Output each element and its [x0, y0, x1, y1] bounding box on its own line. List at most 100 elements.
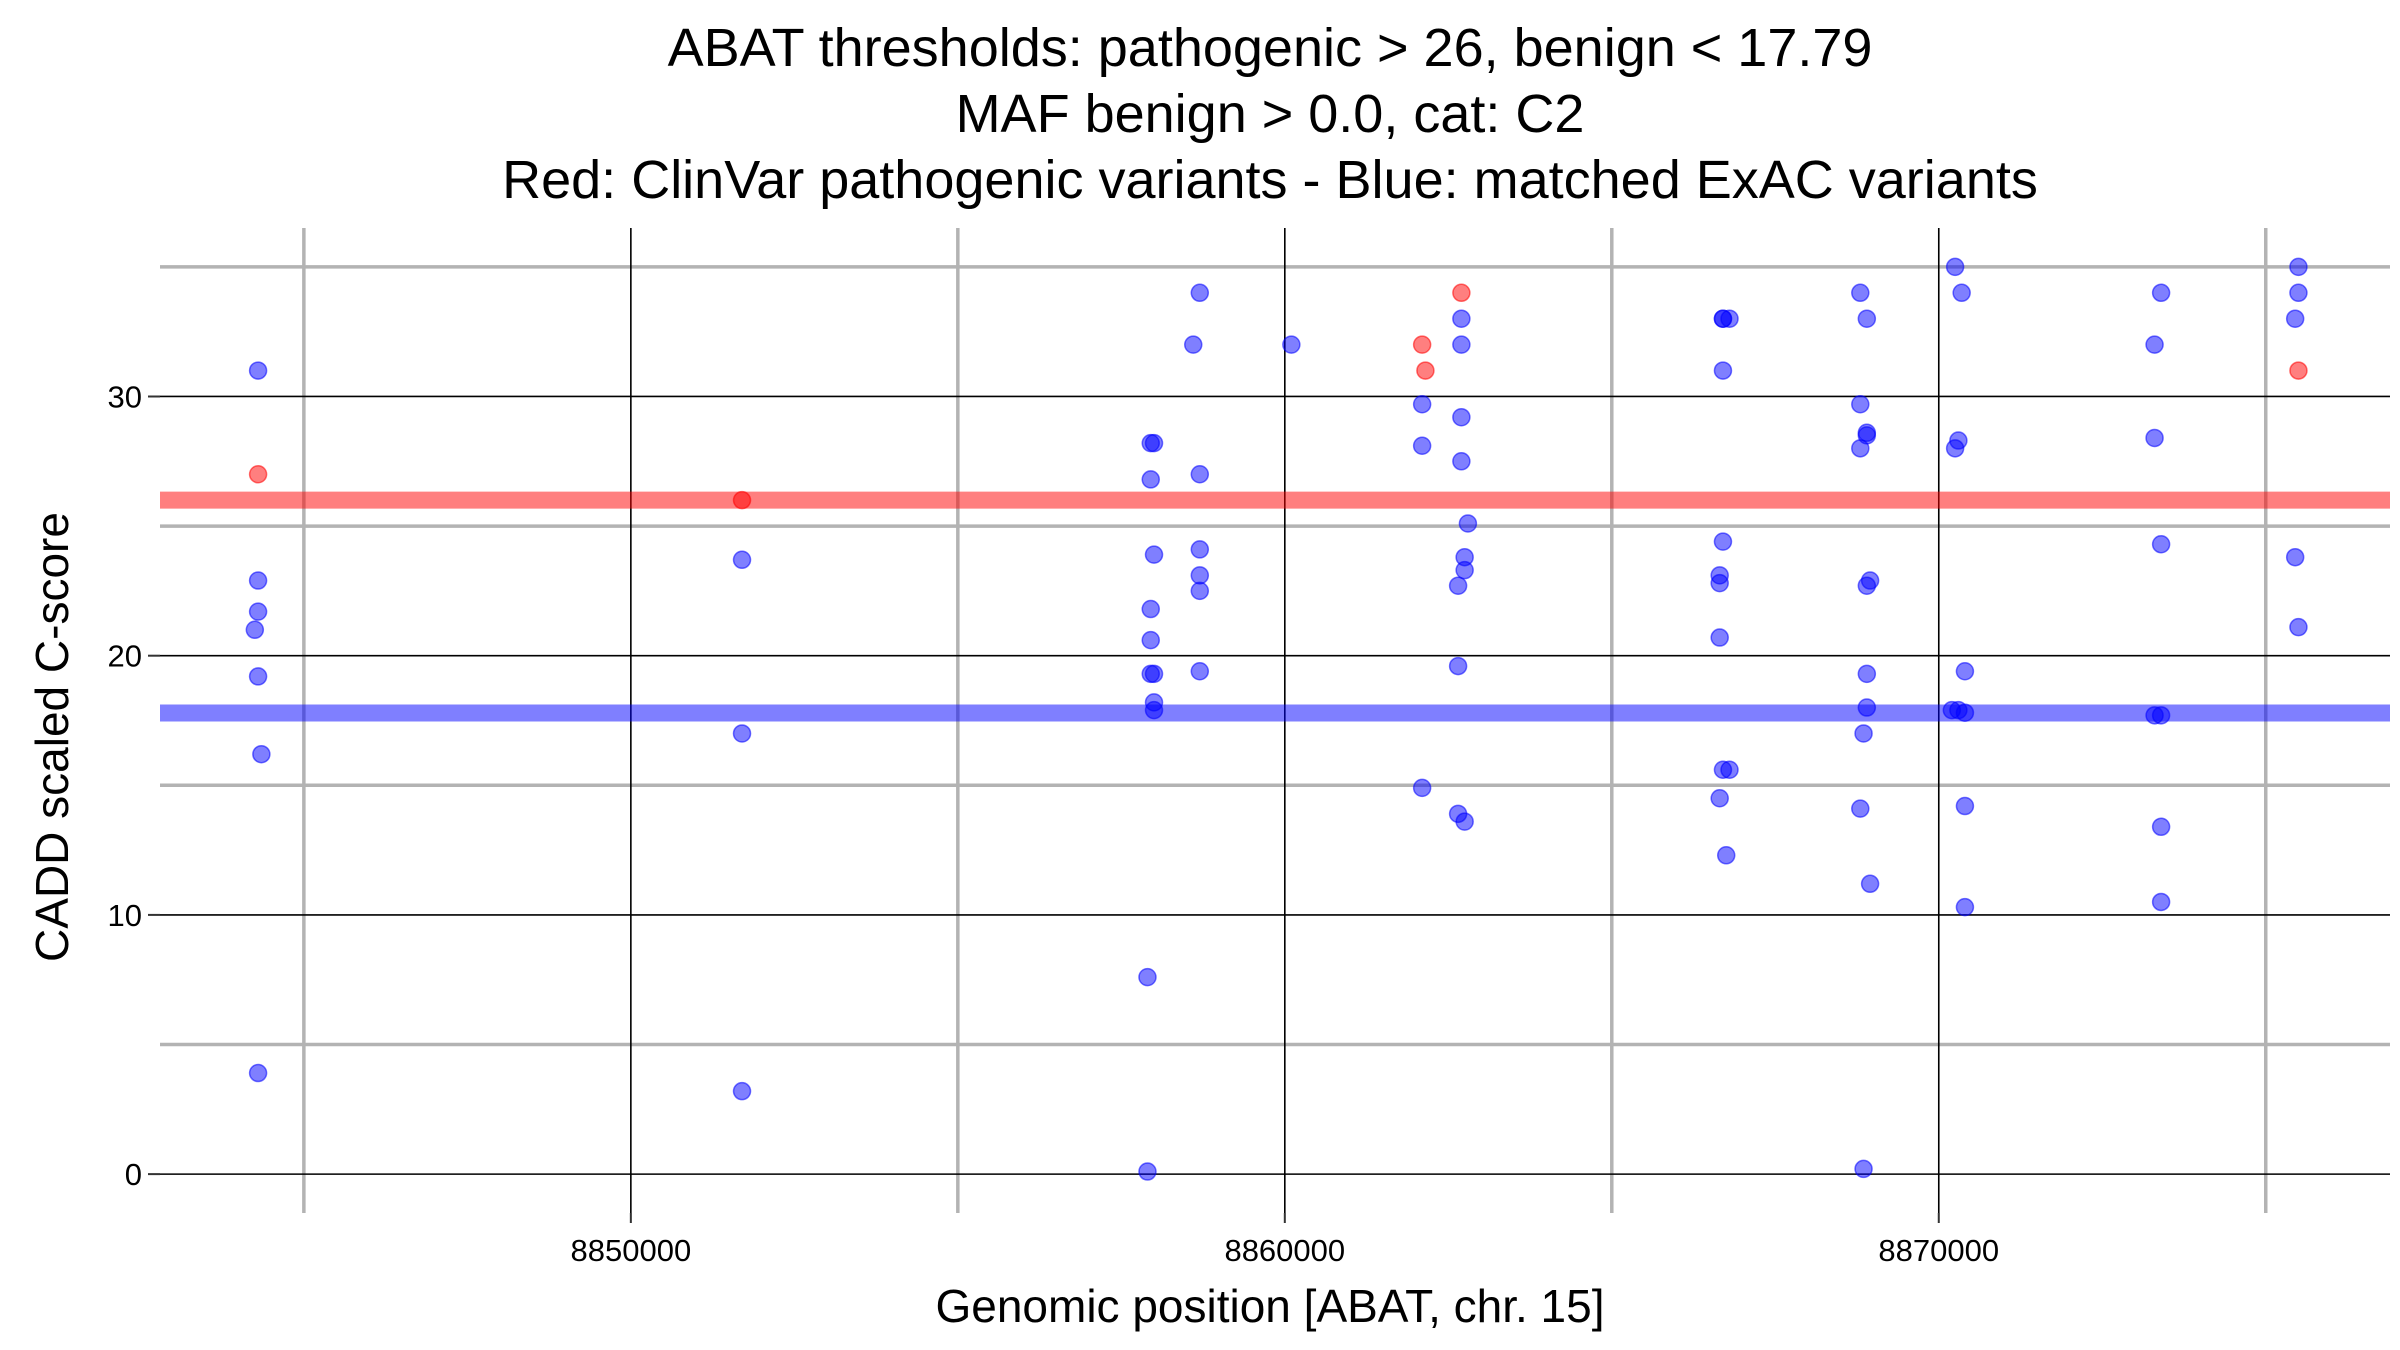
y-axis-ticks: 0 10 20 30: [108, 379, 160, 1192]
chart-title-line-3: Red: ClinVar pathogenic variants - Blue:…: [502, 150, 2038, 210]
benign-point: [732, 1081, 752, 1101]
benign-point: [1412, 778, 1432, 798]
benign-point: [2289, 257, 2308, 277]
benign-point: [1190, 540, 1210, 559]
x-tick-label: 8870000: [1878, 1233, 1999, 1268]
benign-point: [252, 744, 271, 764]
benign-point: [1857, 698, 1877, 717]
benign-point: [1854, 724, 1873, 743]
benign-point: [1190, 465, 1210, 484]
benign-point: [1452, 335, 1471, 354]
pathogenic-point: [248, 465, 268, 484]
y-tick-label: 0: [125, 1157, 142, 1192]
benign-point: [248, 667, 268, 686]
benign-point: [1851, 283, 1870, 303]
y-tick-label: 10: [108, 898, 142, 933]
benign-point: [1452, 407, 1471, 427]
threshold-lines: [160, 491, 2390, 722]
benign-point: [1952, 283, 1971, 303]
benign-point: [732, 550, 752, 570]
benign-point: [732, 724, 752, 743]
benign-point: [1412, 436, 1432, 455]
pathogenic-point: [1452, 283, 1471, 303]
benign-point: [248, 361, 268, 380]
benign-point: [1138, 1162, 1157, 1181]
benign-point: [2151, 534, 2171, 554]
benign-point: [2285, 547, 2305, 567]
y-tick-label: 30: [108, 379, 142, 414]
benign-point: [1452, 309, 1471, 328]
benign-point: [2145, 428, 2164, 448]
benign-point: [1282, 335, 1301, 354]
benign-point: [1455, 560, 1474, 580]
benign-point: [1851, 395, 1870, 414]
chart-title-line-1: ABAT thresholds: pathogenic > 26, benign…: [668, 18, 1873, 78]
benign-point: [245, 620, 265, 640]
benign-point: [2289, 617, 2308, 637]
benign-point: [1455, 812, 1474, 831]
benign-point: [1190, 283, 1210, 303]
benign-point: [2285, 309, 2305, 328]
x-tick-label: 8860000: [1224, 1233, 1345, 1268]
benign-point: [1851, 439, 1870, 458]
benign-point: [1955, 703, 1975, 722]
pathogenic-point: [732, 490, 752, 510]
benign-point: [1955, 662, 1975, 681]
pathogenic-point: [2289, 361, 2308, 380]
benign-point: [1857, 576, 1877, 595]
benign-point: [2151, 706, 2171, 725]
benign-point: [1851, 799, 1870, 818]
benign-point: [1190, 566, 1210, 585]
benign-point: [2151, 892, 2171, 912]
benign-point: [1710, 573, 1729, 593]
x-tick-label: 8850000: [571, 1233, 692, 1268]
pathogenic-point: [1412, 335, 1432, 354]
benign-point: [1458, 514, 1478, 533]
benign-point: [1945, 439, 1965, 458]
benign-point: [1144, 664, 1164, 684]
chart-title-line-2: MAF benign > 0.0, cat: C2: [956, 84, 1585, 144]
benign-point: [1144, 433, 1164, 453]
benign-point: [1144, 700, 1164, 720]
benign-point: [1412, 395, 1432, 414]
benign-point: [1138, 967, 1157, 987]
benign-point: [1854, 1159, 1873, 1179]
benign-point: [1720, 760, 1739, 779]
chart-title: ABAT thresholds: pathogenic > 26, benign…: [502, 18, 2038, 210]
benign-point: [1190, 581, 1210, 601]
benign-point: [248, 1063, 268, 1083]
benign-point: [1945, 257, 1965, 277]
benign-point: [248, 602, 268, 621]
x-axis-label: Genomic position [ABAT, chr. 15]: [935, 1280, 1604, 1332]
benign-point: [1710, 628, 1729, 647]
benign-point: [1448, 576, 1468, 595]
benign-point: [1860, 874, 1880, 894]
major-gridlines: [160, 228, 2390, 1213]
pathogenic-point: [1416, 361, 1435, 380]
benign-point: [1141, 630, 1160, 650]
benign-point: [1713, 532, 1733, 551]
x-axis-ticks: 8850000 8860000 8870000: [571, 1213, 1999, 1268]
benign-point: [1710, 789, 1729, 808]
benign-point: [1955, 897, 1975, 917]
benign-point: [2151, 283, 2171, 303]
y-tick-label: 20: [108, 639, 142, 674]
benign-point: [1184, 335, 1203, 354]
benign-point: [1716, 846, 1736, 865]
benign-point: [1452, 452, 1471, 471]
benign-point: [2289, 283, 2308, 303]
benign-point: [2145, 335, 2164, 354]
benign-point: [1713, 309, 1733, 328]
benign-point: [1955, 796, 1975, 816]
data-points: [245, 257, 2308, 1181]
benign-point: [2151, 817, 2171, 837]
benign-point: [1141, 470, 1160, 489]
benign-point: [1857, 309, 1877, 328]
benign-point: [1448, 656, 1468, 676]
benign-point: [1144, 545, 1164, 564]
benign-point: [1713, 361, 1733, 380]
benign-point: [1857, 664, 1877, 684]
benign-point: [1190, 662, 1210, 681]
benign-point: [1141, 599, 1160, 619]
